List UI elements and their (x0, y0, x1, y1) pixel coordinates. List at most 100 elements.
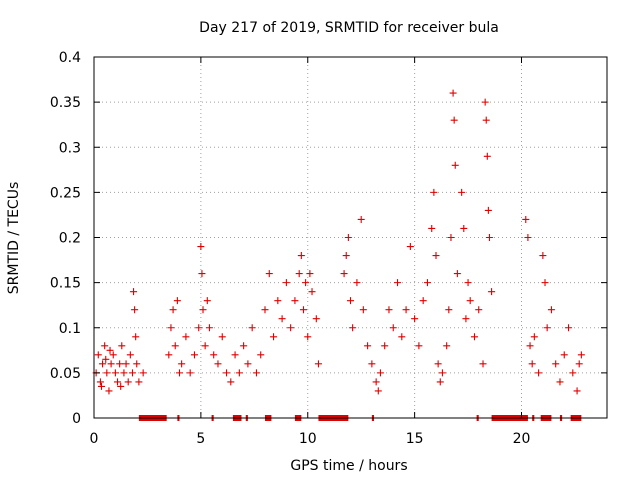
data-point (107, 347, 114, 354)
data-point (176, 369, 183, 376)
data-point (283, 279, 290, 286)
data-point (223, 369, 230, 376)
data-point (313, 315, 320, 322)
data-point (174, 297, 181, 304)
data-point (210, 351, 217, 358)
data-point (253, 369, 260, 376)
data-point (266, 270, 273, 277)
data-point (240, 342, 247, 349)
data-point (360, 306, 367, 313)
data-point (390, 324, 397, 331)
data-point (358, 216, 365, 223)
y-tick-label: 0 (72, 411, 81, 427)
data-point (556, 378, 563, 385)
data-point (447, 234, 454, 241)
y-axis-ticks: 00.050.10.150.20.250.30.350.4 (50, 50, 607, 427)
data-point (411, 315, 418, 322)
data-point (527, 342, 534, 349)
y-tick-label: 0.3 (59, 140, 81, 156)
data-point (309, 288, 316, 295)
data-point (206, 324, 213, 331)
data-point (315, 360, 322, 367)
data-point (102, 356, 109, 363)
data-point (433, 252, 440, 259)
data-point (488, 288, 495, 295)
srmtid-scatter-chart: Day 217 of 2019, SRMTID for receiver bul… (0, 0, 640, 480)
data-point (403, 306, 410, 313)
data-point (114, 378, 121, 385)
data-point (178, 360, 185, 367)
data-point (117, 383, 124, 390)
data-point (244, 360, 251, 367)
data-point (99, 360, 106, 367)
x-tick-label: 10 (299, 431, 317, 447)
data-point (561, 351, 568, 358)
data-point (574, 387, 581, 394)
data-point (172, 342, 179, 349)
chart-title: Day 217 of 2019, SRMTID for receiver bul… (199, 20, 499, 36)
data-point (132, 333, 139, 340)
data-point (439, 369, 446, 376)
data-point (364, 342, 371, 349)
data-point (270, 333, 277, 340)
data-point (375, 387, 382, 394)
data-point (394, 279, 401, 286)
data-point (219, 333, 226, 340)
data-point (485, 207, 492, 214)
data-point (377, 369, 384, 376)
data-point (467, 297, 474, 304)
data-point (458, 189, 465, 196)
x-tick-label: 20 (513, 431, 531, 447)
data-point (97, 378, 104, 385)
data-point (373, 378, 380, 385)
data-point (105, 387, 112, 394)
data-points (93, 90, 585, 395)
data-point (552, 360, 559, 367)
data-point (531, 333, 538, 340)
data-point (202, 342, 209, 349)
y-tick-label: 0.15 (50, 276, 81, 292)
data-point (187, 369, 194, 376)
data-point (529, 360, 536, 367)
data-point (428, 225, 435, 232)
data-point (343, 252, 350, 259)
data-point (454, 270, 461, 277)
x-tick-label: 15 (406, 431, 424, 447)
data-point (460, 225, 467, 232)
data-point (576, 360, 583, 367)
data-point (486, 234, 493, 241)
data-point (236, 369, 243, 376)
data-point (296, 270, 303, 277)
y-tick-label: 0.1 (59, 321, 81, 337)
data-point (182, 333, 189, 340)
data-point (451, 117, 458, 124)
data-point (110, 351, 117, 358)
data-point (535, 369, 542, 376)
data-point (214, 360, 221, 367)
data-point (471, 333, 478, 340)
data-point (262, 306, 269, 313)
y-tick-label: 0.4 (59, 50, 81, 66)
data-point (578, 351, 585, 358)
data-point (291, 297, 298, 304)
data-point (475, 306, 482, 313)
x-tick-label: 0 (90, 431, 99, 447)
data-point (257, 351, 264, 358)
data-point (108, 360, 115, 367)
data-point (298, 252, 305, 259)
data-point (95, 351, 102, 358)
data-point (542, 279, 549, 286)
data-point (127, 351, 134, 358)
data-point (135, 378, 142, 385)
data-point (435, 360, 442, 367)
data-point (279, 315, 286, 322)
x-tick-label: 5 (196, 431, 205, 447)
y-tick-label: 0.35 (50, 95, 81, 111)
data-point (450, 90, 457, 97)
data-point (300, 306, 307, 313)
data-point (407, 243, 414, 250)
data-point (385, 306, 392, 313)
data-point (539, 252, 546, 259)
data-point (249, 324, 256, 331)
data-point (197, 243, 204, 250)
